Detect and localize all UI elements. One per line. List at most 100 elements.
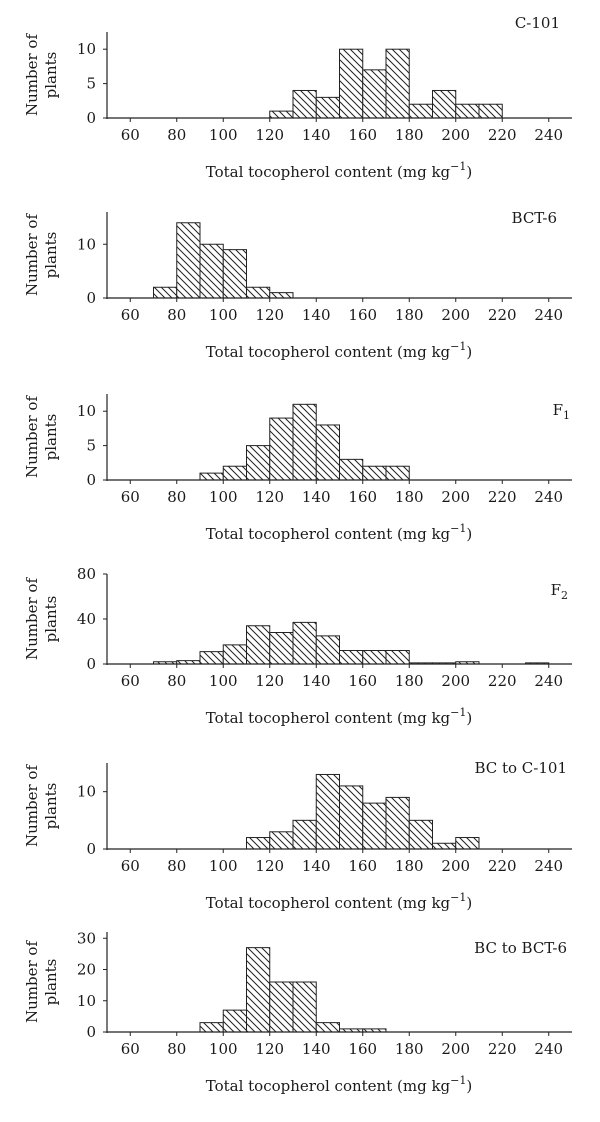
histogram-bar	[269, 632, 294, 665]
x-tick-label: 240	[534, 672, 563, 690]
x-tick-label: 80	[167, 672, 186, 690]
x-axis-title: Total tocopherol content (mg kg−1)	[206, 706, 472, 727]
x-tick-label: 200	[441, 857, 470, 875]
histogram-bar	[362, 465, 387, 481]
y-axis-title-line: plants	[42, 959, 60, 1006]
histogram-bar	[292, 981, 317, 1033]
x-tick-label: 120	[255, 306, 284, 324]
x-axis-title-end: )	[466, 1077, 472, 1095]
x-tick-label: 60	[121, 1040, 140, 1058]
histogram-bar	[339, 458, 364, 481]
x-tick-label: 120	[255, 126, 284, 144]
y-tick-label: 0	[86, 840, 96, 858]
x-tick-label: 180	[395, 857, 424, 875]
histogram-panel: 0 5 10 60 80 100 120 140 160 180 200 220 240 Total to…	[23, 394, 572, 543]
histogram-panel: 0 10 20 30 60 80 100 120 140 160 180 200 220 240 Total…	[23, 929, 572, 1095]
y-tick-label: 0	[86, 655, 96, 673]
y-axis-title-line: plants	[42, 232, 60, 279]
x-axis-title-exponent: −1	[450, 891, 466, 904]
panel-label: BC to BCT-6	[474, 939, 567, 957]
histogram-bar	[269, 292, 294, 299]
x-tick-label: 160	[348, 488, 377, 506]
x-axis-title-text: Total tocopherol content (mg kg	[206, 1077, 451, 1095]
histogram-bar	[199, 651, 224, 665]
y-tick-label: 10	[77, 992, 96, 1010]
histogram-bar	[432, 842, 457, 850]
histogram-bar	[269, 417, 294, 481]
x-tick-label: 240	[534, 126, 563, 144]
x-axis-title: Total tocopherol content (mg kg−1)	[206, 340, 472, 361]
y-tick-label: 10	[77, 40, 96, 58]
y-axis-title-line: plants	[42, 783, 60, 830]
histogram-bar	[269, 831, 294, 850]
histogram-bar	[222, 249, 247, 299]
x-axis-title-text: Total tocopherol content (mg kg	[206, 343, 451, 361]
x-tick-label: 180	[395, 488, 424, 506]
histogram-panel: 0 10 60 80 100 120 140 160 180 200 220 240 Total toc…	[23, 209, 572, 361]
panel-label-text: BC to C-101	[474, 759, 567, 777]
x-tick-label: 120	[255, 857, 284, 875]
x-axis-title-text: Total tocopherol content (mg kg	[206, 894, 451, 912]
histogram-bar	[292, 403, 317, 481]
histogram-bar	[246, 837, 271, 850]
x-axis-title: Total tocopherol content (mg kg−1)	[206, 891, 472, 912]
histogram-panel: 0 10 60 80 100 120 140 160 180 200 220 240 Total toc…	[23, 759, 572, 912]
y-tick-label: 0	[86, 1023, 96, 1041]
panel-label-subscript: 1	[563, 409, 570, 422]
x-tick-label: 160	[348, 126, 377, 144]
x-tick-label: 60	[121, 672, 140, 690]
x-tick-label: 120	[255, 488, 284, 506]
y-axis-title-line: plants	[42, 414, 60, 461]
y-tick-label: 40	[77, 610, 96, 628]
histogram-bar	[315, 96, 340, 119]
histogram-bar	[222, 1009, 247, 1033]
histogram-bar	[455, 103, 480, 119]
histogram-bar	[292, 621, 317, 665]
histogram-bar	[339, 650, 364, 665]
x-tick-label: 220	[488, 672, 517, 690]
x-axis-title-end: )	[466, 163, 472, 181]
y-axis-title-line: Number of	[23, 213, 41, 296]
x-tick-label: 220	[488, 488, 517, 506]
histogram-bar	[385, 48, 410, 119]
x-tick-label: 60	[121, 306, 140, 324]
y-tick-label: 0	[86, 289, 96, 307]
y-axis-title-line: Number of	[23, 940, 41, 1023]
histogram-bar	[478, 103, 503, 119]
x-tick-label: 140	[302, 488, 331, 506]
x-tick-label: 80	[167, 1040, 186, 1058]
x-tick-label: 200	[441, 126, 470, 144]
x-tick-label: 60	[121, 488, 140, 506]
panel-label-subscript: 2	[561, 589, 568, 602]
y-tick-label: 10	[77, 235, 96, 253]
histogram-bar	[292, 819, 317, 850]
panel-label: BC to C-101	[474, 759, 567, 777]
histogram-bar	[222, 465, 247, 481]
x-axis-title-text: Total tocopherol content (mg kg	[206, 709, 451, 727]
y-axis-title-line: plants	[42, 52, 60, 99]
x-tick-label: 180	[395, 1040, 424, 1058]
histogram-bar	[176, 222, 201, 299]
x-axis-title-end: )	[466, 894, 472, 912]
panel-label-text: BCT-6	[512, 209, 557, 227]
x-tick-label: 140	[302, 126, 331, 144]
x-axis-title-text: Total tocopherol content (mg kg	[206, 163, 451, 181]
histogram-bar	[339, 48, 364, 119]
x-axis-title-exponent: −1	[450, 522, 466, 535]
panel-label: F2	[551, 581, 568, 602]
x-axis-title-exponent: −1	[450, 706, 466, 719]
histogram-bar	[315, 635, 340, 665]
histogram-panel: 0 40 80 60 80 100 120 140 160 180 200 220 240 Total t…	[23, 565, 572, 727]
x-axis-title-exponent: −1	[450, 160, 466, 173]
x-axis-title: Total tocopherol content (mg kg−1)	[206, 160, 472, 181]
x-tick-label: 100	[209, 126, 238, 144]
y-tick-label: 0	[86, 109, 96, 127]
histogram-bar	[246, 286, 271, 299]
y-tick-label: 0	[86, 471, 96, 489]
histogram-bar	[292, 89, 317, 119]
x-axis-title-exponent: −1	[450, 340, 466, 353]
y-axis-title-line: Number of	[23, 577, 41, 660]
panel-label-text: BC to BCT-6	[474, 939, 567, 957]
x-tick-label: 160	[348, 306, 377, 324]
